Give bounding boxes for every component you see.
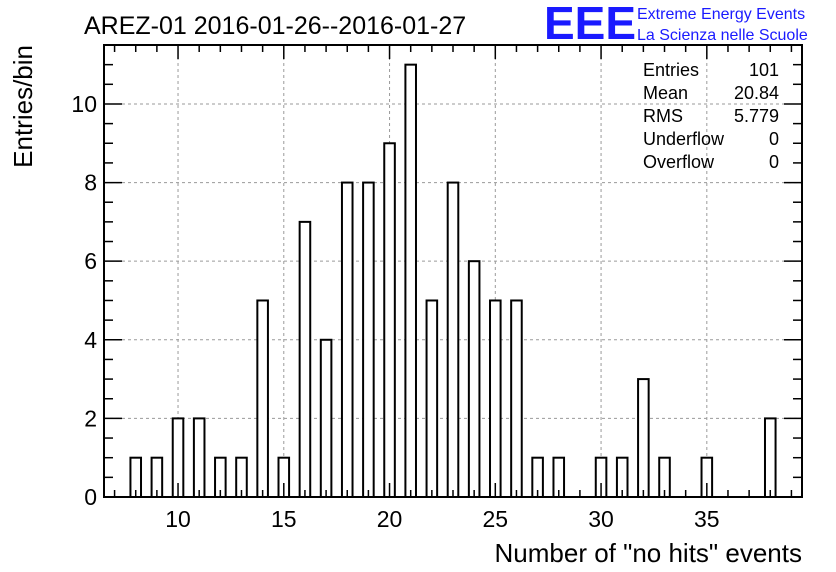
y-axis-label: Entries/bin — [8, 45, 38, 168]
histogram-bar — [446, 181, 460, 498]
stats-label: Overflow — [643, 152, 715, 172]
stats-label: Underflow — [643, 129, 725, 149]
stats-value: 101 — [749, 60, 779, 80]
eee-logo: EEE Extreme Energy Events La Scienza nel… — [544, 0, 808, 49]
axis-ticks — [104, 44, 802, 498]
histogram-bar — [467, 260, 481, 498]
x-tick-label: 25 — [483, 506, 509, 532]
logo-line-2: La Scienza nelle Scuole — [637, 27, 808, 44]
x-axis-label: Number of "no hits" events — [495, 538, 803, 568]
histogram-bar — [340, 181, 354, 498]
histogram-bar — [383, 142, 396, 498]
histogram-bar — [763, 417, 777, 498]
histogram-bar — [637, 378, 650, 498]
stats-value: 5.779 — [734, 106, 779, 126]
stats-value: 20.84 — [734, 83, 779, 103]
histogram-bar — [256, 299, 269, 499]
x-tick-label: 20 — [377, 506, 403, 532]
histogram-bar — [192, 417, 206, 498]
stats-value: 0 — [769, 129, 779, 149]
x-tick-label: 30 — [588, 506, 614, 532]
x-tick-label: 35 — [694, 506, 720, 532]
histogram-bars — [129, 63, 777, 499]
histogram-bar — [489, 299, 502, 499]
stats-label: Mean — [643, 83, 688, 103]
stats-box: Entries 101 Mean 20.84 RMS 5.779 Underflow 0 Ove… — [643, 60, 779, 172]
stats-label: Entries — [643, 60, 699, 80]
histogram-bar — [298, 220, 312, 498]
histogram-bar — [404, 63, 417, 499]
logo-line-1: Extreme Energy Events — [637, 6, 805, 23]
histogram-bar — [425, 299, 439, 499]
y-tick-label: 8 — [84, 170, 97, 196]
x-tick-label: 15 — [271, 506, 297, 532]
chart-title: AREZ-01 2016-01-26--2016-01-27 — [84, 12, 466, 40]
y-tick-label: 0 — [84, 484, 97, 510]
stats-label: RMS — [643, 106, 683, 126]
histogram-bar — [362, 181, 375, 498]
stats-value: 0 — [769, 152, 779, 172]
y-tick-label: 4 — [84, 327, 97, 353]
histogram-bar — [319, 338, 333, 499]
logo-mark: EEE — [544, 0, 636, 49]
histogram-bar — [510, 299, 523, 499]
x-tick-label: 10 — [165, 506, 191, 532]
y-tick-label: 2 — [84, 405, 97, 431]
y-tick-label: 6 — [84, 248, 97, 274]
tick-labels: 10 15 20 25 30 35 0 2 4 6 8 10 — [71, 91, 719, 532]
y-tick-label: 10 — [71, 91, 97, 117]
